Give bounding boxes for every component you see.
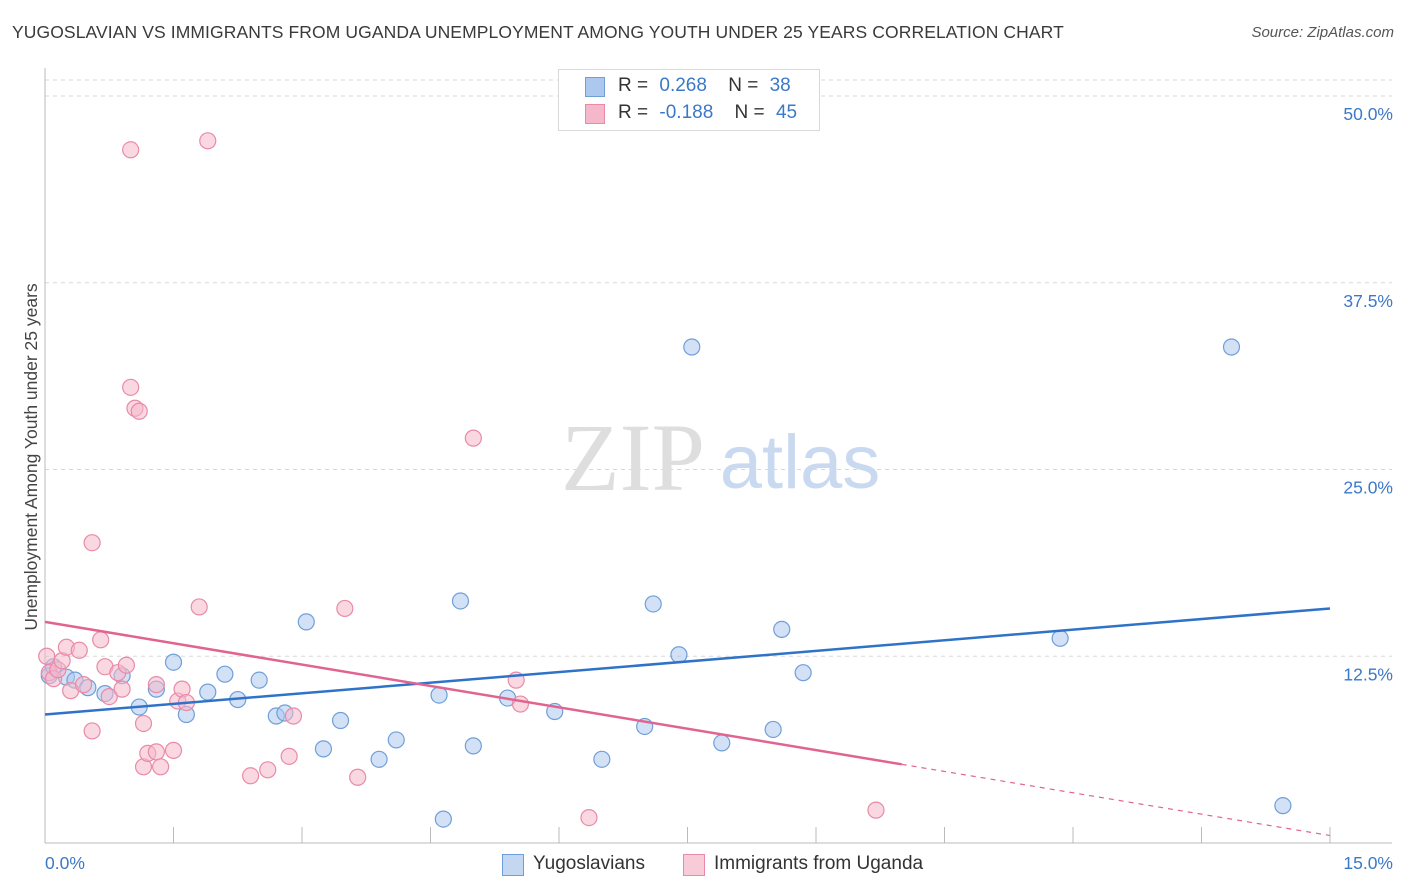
- yugoslavian-point: [1051, 629, 1069, 647]
- uganda-point: [122, 141, 140, 159]
- legend-n-value: 45: [775, 102, 798, 123]
- yugoslavian-point: [250, 671, 268, 689]
- legend-r-label: R =: [618, 75, 649, 96]
- uganda-trend-line-extension: [901, 763, 1331, 837]
- uganda-point: [349, 768, 367, 786]
- yugoslavian-point: [314, 740, 333, 758]
- uganda-point: [83, 722, 101, 740]
- yugoslavian-point: [773, 620, 791, 638]
- uganda-point: [190, 598, 208, 616]
- legend-n-label: N =: [728, 75, 759, 96]
- yugoslavian-point: [644, 595, 662, 613]
- uganda-point: [100, 687, 118, 706]
- chart-title: YUGOSLAVIAN VS IMMIGRANTS FROM UGANDA UN…: [12, 22, 1064, 42]
- uganda-point: [92, 631, 110, 649]
- legend-r-label: R =: [618, 102, 649, 123]
- uganda-point: [464, 429, 482, 447]
- yugoslavian-point: [593, 750, 611, 768]
- x-tick-label: 15.0%: [1343, 853, 1393, 873]
- y-tick-label: 12.5%: [1343, 664, 1393, 684]
- yugoslavian-point: [387, 731, 405, 749]
- trend-layer: [44, 607, 1331, 837]
- legend-swatch-pink: [585, 104, 605, 124]
- yugoslavian-point: [216, 665, 234, 683]
- uganda-point: [74, 676, 93, 694]
- yugoslavian-point: [683, 338, 701, 356]
- uganda-point: [280, 747, 298, 765]
- yugoslavian-point: [713, 734, 731, 752]
- uganda-point: [147, 676, 165, 694]
- legend-swatch-blue: [585, 77, 605, 97]
- uganda-point: [284, 707, 303, 725]
- uganda-point: [38, 647, 56, 665]
- uganda-point: [130, 402, 148, 420]
- y-tick-label: 50.0%: [1343, 104, 1393, 124]
- yugoslavian-point: [764, 720, 782, 739]
- uganda-point: [242, 767, 260, 785]
- yugoslavian-point: [451, 592, 470, 610]
- uganda-point: [83, 534, 101, 552]
- yugoslavian-point: [794, 664, 812, 682]
- source-label: Source: ZipAtlas.com: [1251, 24, 1394, 41]
- uganda-point: [580, 809, 598, 827]
- uganda-point: [122, 378, 140, 396]
- uganda-point: [117, 656, 135, 674]
- legend-n-label: N =: [734, 102, 765, 123]
- yugoslavian-point: [199, 683, 217, 701]
- uganda-point: [147, 743, 165, 761]
- yugoslavian-point: [370, 750, 388, 768]
- uganda-point: [199, 132, 217, 150]
- yugoslavian-point: [670, 646, 688, 664]
- legend-r-value: -0.188: [659, 102, 714, 123]
- series-legend: Yugoslavians Immigrants from Uganda: [0, 852, 1406, 878]
- uganda-point: [113, 680, 131, 698]
- y-tick-label: 37.5%: [1343, 291, 1393, 311]
- grid-layer: [45, 79, 1392, 657]
- uganda-point: [336, 599, 354, 618]
- yugoslavian-point: [297, 613, 315, 631]
- uganda-point: [152, 758, 170, 776]
- watermark-zip: ZIP: [561, 404, 705, 511]
- yugoslavian-point: [1274, 797, 1292, 815]
- legend-swatch-blue: [502, 854, 524, 876]
- legend-swatch-pink: [683, 854, 705, 876]
- uganda-point: [511, 695, 530, 713]
- yugoslavian-point: [464, 737, 482, 755]
- yugoslavian-point: [331, 711, 350, 730]
- correlation-legend: R = 0.268 N = 38 R = -0.188 N = 45: [558, 69, 820, 131]
- uganda-point: [134, 714, 153, 733]
- uganda-point: [259, 761, 277, 779]
- axis-layer: [44, 68, 1392, 844]
- yugoslavian-point: [164, 653, 183, 671]
- legend-r-value: 0.268: [659, 75, 707, 96]
- yugoslavian-point: [434, 810, 452, 828]
- uganda-trend-line: [44, 620, 902, 766]
- legend-label-yugoslavians: Yugoslavians: [533, 853, 645, 874]
- yugoslavian-trend-line: [44, 607, 1331, 716]
- label-layer: 12.5% 25.0% 37.5% 50.0% 0.0% 15.0%: [45, 104, 1393, 873]
- uganda-point: [164, 741, 183, 759]
- legend-label-uganda: Immigrants from Uganda: [714, 853, 924, 874]
- uganda-point: [70, 641, 88, 659]
- y-axis-title: Unemployment Among Youth under 25 years: [21, 283, 41, 631]
- watermark-atlas: atlas: [720, 420, 881, 505]
- y-tick-label: 25.0%: [1343, 478, 1393, 498]
- yugoslavian-point: [1222, 338, 1241, 356]
- x-tick-label: 0.0%: [45, 853, 85, 873]
- legend-n-value: 38: [769, 75, 791, 96]
- uganda-point: [867, 801, 885, 819]
